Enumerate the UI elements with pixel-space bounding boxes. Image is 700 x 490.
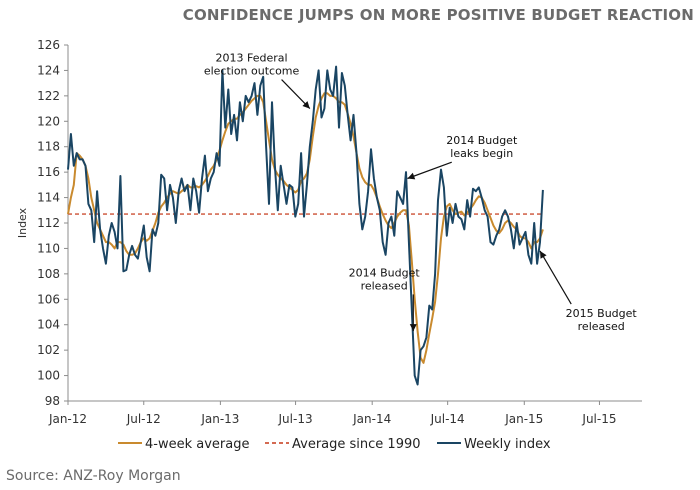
annotation-arrow bbox=[539, 250, 572, 305]
y-tick-label: 106 bbox=[37, 292, 60, 306]
annotation-text: released bbox=[578, 320, 625, 333]
annotation-arrowhead bbox=[409, 324, 417, 332]
x-tick-label: Jul-13 bbox=[278, 412, 313, 426]
y-tick-label: 122 bbox=[37, 89, 60, 103]
x-tick-label: Jan-13 bbox=[200, 412, 239, 426]
annotation-text: leaks begin bbox=[450, 147, 513, 160]
tick-labels: 98 100 102 104 106 108 110 112 114 116 118 120 122 12… bbox=[16, 38, 616, 426]
legend-label: Weekly index bbox=[464, 437, 551, 452]
y-tick-label: 110 bbox=[37, 241, 60, 255]
legend-label: 4-week average bbox=[145, 437, 249, 452]
y-tick-label: 102 bbox=[37, 343, 60, 357]
x-tick-label: Jul-15 bbox=[581, 412, 616, 426]
annotation-text: 2014 Budget bbox=[446, 134, 518, 147]
annotation-text: 2015 Budget bbox=[566, 307, 638, 320]
x-tick-label: Jan-15 bbox=[504, 412, 543, 426]
y-tick-label: 126 bbox=[37, 38, 60, 52]
series-lines bbox=[67, 65, 544, 386]
x-tick-label: Jan-14 bbox=[352, 412, 391, 426]
y-tick-label: 108 bbox=[37, 267, 60, 281]
y-tick-label: 100 bbox=[37, 369, 60, 383]
legend: 4-week average Average since 1990 Weekly i… bbox=[118, 437, 551, 452]
y-tick-label: 104 bbox=[37, 318, 60, 332]
annotation-arrow bbox=[407, 161, 452, 180]
y-tick-label: 120 bbox=[37, 114, 60, 128]
annotation-text: election outcome bbox=[204, 65, 300, 78]
y-tick-label: 98 bbox=[45, 394, 60, 408]
annotation-arrowhead bbox=[407, 172, 416, 180]
source-note: Source: ANZ-Roy Morgan bbox=[6, 468, 181, 484]
chart-title: CONFIDENCE JUMPS ON MORE POSITIVE BUDGET… bbox=[182, 6, 694, 24]
y-tick-label: 124 bbox=[37, 63, 60, 77]
series-line-4-week-average bbox=[67, 92, 544, 364]
x-tick-label: Jan-12 bbox=[48, 412, 87, 426]
annotation-text: 2013 Federal bbox=[216, 52, 288, 65]
y-axis-label: Index bbox=[16, 207, 29, 238]
chart: 98 100 102 104 106 108 110 112 114 116 118 120 122 12… bbox=[16, 38, 642, 452]
y-tick-label: 118 bbox=[37, 140, 60, 154]
x-tick-label: Jul-14 bbox=[430, 412, 465, 426]
annotation-arrowhead bbox=[540, 250, 547, 259]
annotation-text: released bbox=[361, 279, 408, 292]
annotation-text: 2014 Budget bbox=[349, 266, 421, 279]
x-tick-label: Jul-12 bbox=[126, 412, 161, 426]
axes bbox=[64, 44, 642, 405]
legend-label: Average since 1990 bbox=[292, 437, 421, 452]
y-tick-label: 114 bbox=[37, 191, 60, 205]
y-tick-label: 112 bbox=[37, 216, 60, 230]
y-tick-label: 116 bbox=[37, 165, 60, 179]
series-line-weekly-index bbox=[67, 65, 544, 386]
annotation-arrowhead bbox=[302, 101, 310, 109]
